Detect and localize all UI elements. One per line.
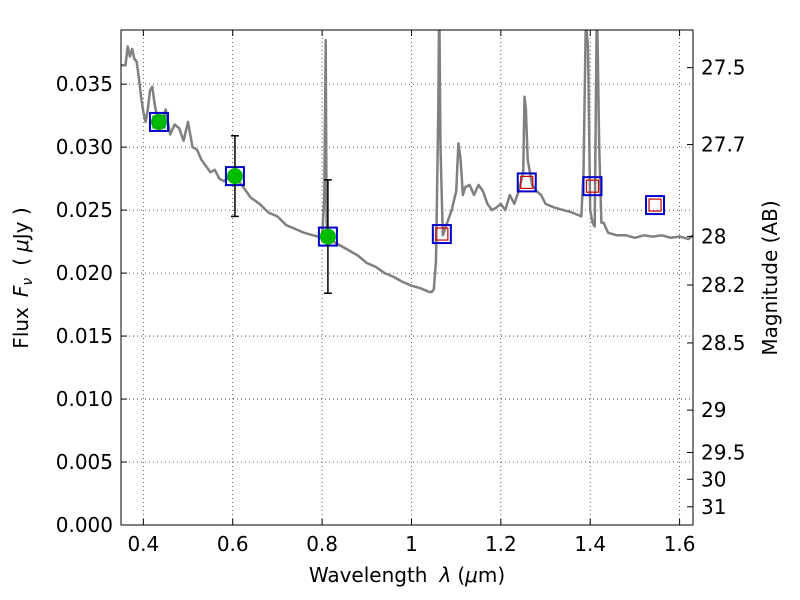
y2-axis-label: Magnitude (AB) [758, 200, 782, 355]
detection-point [150, 113, 167, 130]
y2-tick-label: 27.5 [701, 56, 746, 80]
y-tick-label: 0.005 [56, 450, 113, 474]
x-tick-label: 0.6 [217, 532, 249, 556]
axes-ticks: 0.4 0.6 0.8 1 1.2 1.4 1.6 0.000 0.005 0.010 0.015 0… [56, 30, 746, 556]
y-tick-label: 0.000 [56, 513, 113, 537]
model-photometry-marker [148, 111, 169, 132]
x-tick-label: 1.6 [664, 532, 696, 556]
model-photometry-marker [582, 176, 603, 197]
x-tick-label: 1.4 [574, 532, 606, 556]
y2-tick-label: 28.5 [701, 331, 746, 355]
y-tick-label: 0.035 [56, 72, 113, 96]
y-tick-label: 0.030 [56, 135, 113, 159]
y2-tick-label: 29.5 [701, 441, 746, 465]
plot-area [121, 30, 693, 294]
x-tick-label: 1.2 [485, 532, 517, 556]
upper-limit-marker [520, 175, 534, 190]
y2-tick-label: 28 [701, 224, 726, 248]
y-tick-label: 0.025 [56, 198, 113, 222]
x-axis-label: Wavelength λ (μm) [309, 563, 505, 587]
detection-point [319, 228, 336, 245]
y2-tick-label: 29 [701, 398, 726, 422]
upper-limit-marker [648, 198, 662, 212]
y2-tick-label: 30 [701, 467, 726, 491]
y2-tick-label: 28.2 [701, 273, 746, 297]
y-tick-label: 0.020 [56, 261, 113, 285]
x-tick-label: 0.8 [306, 532, 338, 556]
model-photometry-marker [516, 172, 537, 193]
y-tick-label: 0.015 [56, 324, 113, 348]
y-axis-label: FluxFν(μJy ) [9, 207, 36, 348]
upper-limit-marker [585, 179, 600, 193]
detection-point [226, 168, 243, 185]
y2-tick-label: 27.7 [701, 133, 746, 157]
spectrum-line [121, 30, 693, 294]
y-tick-label: 0.010 [56, 387, 113, 411]
x-tick-label: 0.4 [127, 532, 159, 556]
y2-tick-label: 31 [701, 495, 726, 519]
grid [121, 30, 693, 526]
detection-marker-inner [152, 115, 166, 129]
x-tick-label: 1 [405, 532, 418, 556]
model-photometry-marker [645, 195, 666, 216]
plot-frame [120, 29, 694, 526]
model-photometry-marker [431, 224, 452, 245]
upper-limit-marker [435, 227, 449, 241]
